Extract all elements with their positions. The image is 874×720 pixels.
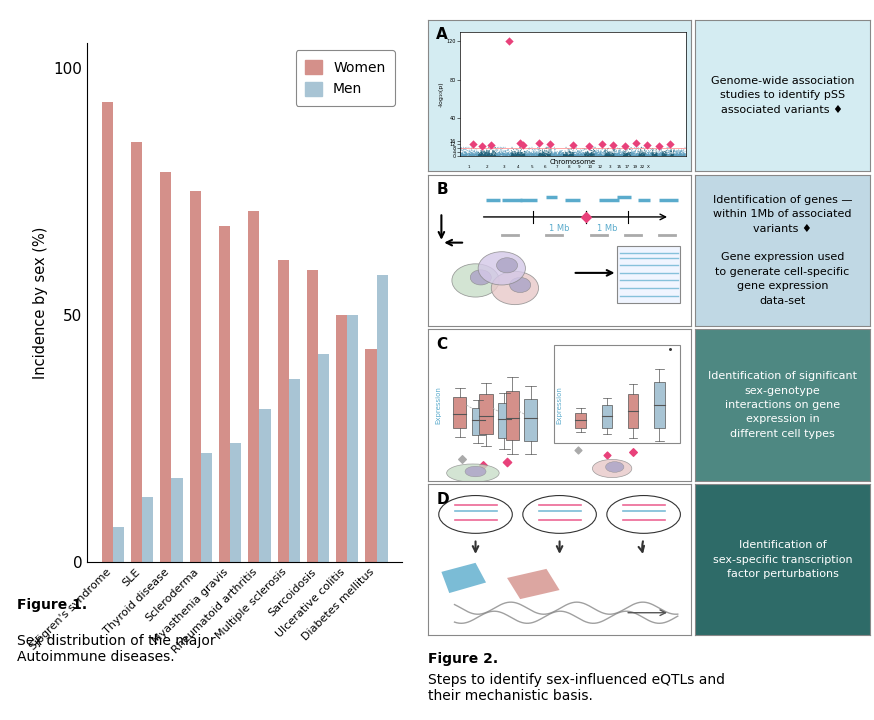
Bar [480,395,493,433]
Ellipse shape [465,467,486,477]
Ellipse shape [510,277,531,292]
Bar [654,382,664,428]
Point [600,449,614,461]
Bar [190,192,201,562]
Ellipse shape [491,271,538,305]
Bar [248,211,260,562]
Point [626,446,640,458]
Ellipse shape [606,462,624,472]
Bar [575,413,586,428]
Bar [142,498,153,562]
Ellipse shape [496,258,517,273]
Bar [377,275,388,562]
Text: Figure 1.: Figure 1. [17,598,87,611]
Legend: Women, Men: Women, Men [295,50,395,106]
Bar [160,171,171,562]
Point [571,444,585,456]
Bar [101,102,113,562]
Ellipse shape [478,252,525,285]
Text: 1 Mb: 1 Mb [550,223,570,233]
Ellipse shape [439,495,512,534]
Ellipse shape [447,464,499,482]
Bar [601,405,612,428]
Point [500,456,514,468]
Ellipse shape [452,264,499,297]
Text: Expression: Expression [436,386,441,424]
Text: A: A [436,27,447,42]
Ellipse shape [593,459,632,477]
Text: Sex distribution of the major
Autoimmune diseases.: Sex distribution of the major Autoimmune… [17,634,216,664]
Point [476,459,490,471]
Text: Identification of genes —
within 1Mb of associated
variants ♦

Gene expression u: Identification of genes — within 1Mb of … [712,195,852,305]
Text: D: D [436,492,448,507]
Text: Figure 2.: Figure 2. [428,652,498,665]
FancyBboxPatch shape [554,344,680,443]
Point [455,454,469,465]
Polygon shape [441,563,486,593]
Text: Genome-wide association
studies to identify pSS
associated variants ♦: Genome-wide association studies to ident… [711,76,854,114]
Ellipse shape [470,270,491,285]
Text: Expression: Expression [557,386,563,424]
Text: B: B [436,182,447,197]
Ellipse shape [523,495,596,534]
Ellipse shape [607,495,680,534]
Y-axis label: Incidence by sex (%): Incidence by sex (%) [33,226,48,379]
Bar [260,408,271,562]
Bar [365,349,377,562]
Bar [454,397,467,428]
Bar [288,379,300,562]
Bar [113,527,124,562]
Bar [336,315,347,562]
Bar [218,226,230,562]
Point [662,343,676,355]
Bar [307,270,318,562]
Bar [230,443,241,562]
Bar [524,399,538,441]
Polygon shape [507,569,559,599]
Bar [347,315,358,562]
Bar [628,395,638,428]
Bar [506,392,519,440]
Text: Steps to identify sex-influenced eQTLs and
their mechanistic basis.: Steps to identify sex-influenced eQTLs a… [428,673,725,703]
Bar [131,142,142,562]
Point [579,211,593,222]
FancyBboxPatch shape [617,246,680,303]
Text: 1 Mb: 1 Mb [597,223,617,233]
Text: Identification of significant
sex-genotype
interactions on gene
expression in
di: Identification of significant sex-genoty… [708,372,857,438]
Text: Identification of
sex-specific transcription
factor perturbations: Identification of sex-specific transcrip… [712,541,852,579]
Bar [498,403,511,438]
Bar [318,354,329,562]
Bar [201,453,212,562]
Bar [171,477,183,562]
Bar [472,408,485,435]
Bar [278,261,288,562]
Text: C: C [436,337,447,352]
